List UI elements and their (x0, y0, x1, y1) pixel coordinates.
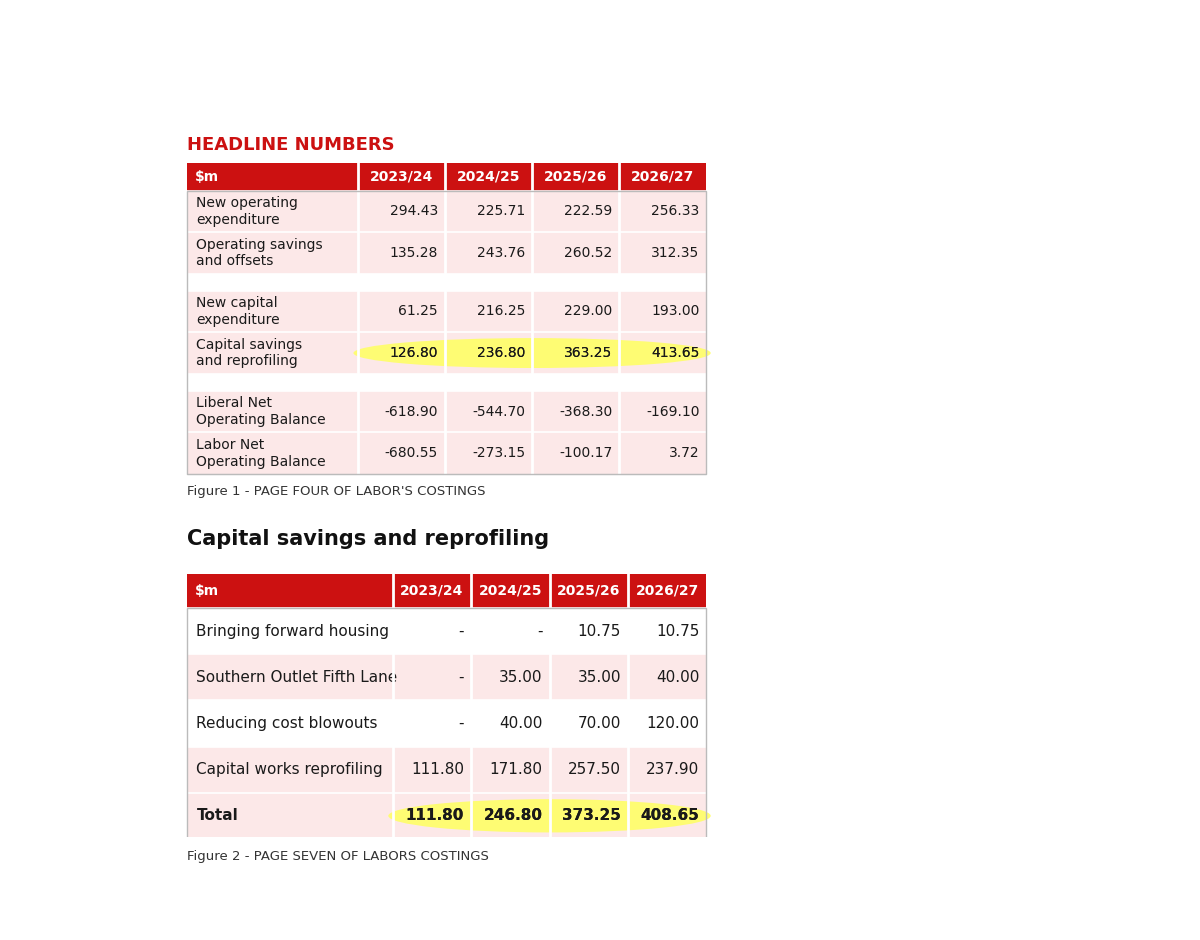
Bar (187, 290, 707, 332)
Bar (187, 191, 707, 474)
Bar (187, 191, 707, 232)
Text: 111.80: 111.80 (406, 808, 464, 823)
Text: 216.25: 216.25 (476, 305, 526, 319)
Text: -273.15: -273.15 (472, 446, 526, 461)
Text: 126.80: 126.80 (390, 346, 438, 360)
Text: 246.80: 246.80 (484, 808, 542, 823)
Text: 408.65: 408.65 (641, 808, 700, 823)
Text: 413.65: 413.65 (652, 346, 700, 360)
Text: Capital works reprofiling: Capital works reprofiling (197, 762, 383, 777)
Text: Labor Net
Operating Balance: Labor Net Operating Balance (197, 438, 326, 468)
Text: 229.00: 229.00 (564, 305, 612, 319)
Text: 111.80: 111.80 (406, 808, 464, 823)
Text: Total: Total (197, 808, 239, 823)
Text: 246.80: 246.80 (484, 808, 542, 823)
Text: 2023/24: 2023/24 (370, 170, 433, 183)
Bar (187, 746, 707, 792)
Ellipse shape (354, 338, 710, 368)
Text: HEADLINE NUMBERS: HEADLINE NUMBERS (187, 136, 395, 154)
Bar (187, 608, 707, 838)
Text: Southern Outlet Fifth Lane: Southern Outlet Fifth Lane (197, 669, 397, 684)
Text: New capital
expenditure: New capital expenditure (197, 296, 280, 327)
Bar (187, 608, 707, 654)
Text: 61.25: 61.25 (398, 305, 438, 319)
Text: 35.00: 35.00 (499, 669, 542, 684)
Text: 2026/27: 2026/27 (636, 584, 698, 598)
Text: 2025/26: 2025/26 (544, 170, 607, 183)
Text: 408.65: 408.65 (641, 808, 700, 823)
Text: 193.00: 193.00 (652, 305, 700, 319)
Bar (187, 232, 707, 274)
Text: 35.00: 35.00 (577, 669, 622, 684)
Text: 373.25: 373.25 (562, 808, 622, 823)
Text: 243.76: 243.76 (476, 246, 526, 260)
Bar (187, 654, 707, 700)
Bar (187, 332, 707, 374)
Text: -618.90: -618.90 (384, 404, 438, 418)
Text: -: - (458, 716, 464, 731)
Text: 171.80: 171.80 (490, 762, 542, 777)
Text: 363.25: 363.25 (564, 346, 612, 360)
Text: Reducing cost blowouts: Reducing cost blowouts (197, 716, 378, 731)
Text: 256.33: 256.33 (652, 204, 700, 218)
Text: 70.00: 70.00 (577, 716, 622, 731)
Text: -544.70: -544.70 (472, 404, 526, 418)
Text: $m: $m (194, 584, 220, 598)
Text: 373.25: 373.25 (562, 808, 622, 823)
Text: 236.80: 236.80 (476, 346, 526, 360)
Text: -: - (538, 623, 542, 638)
Text: Capital savings and reprofiling: Capital savings and reprofiling (187, 529, 550, 549)
Text: 236.80: 236.80 (476, 346, 526, 360)
Bar (187, 700, 707, 746)
Text: 413.65: 413.65 (652, 346, 700, 360)
Text: -368.30: -368.30 (559, 404, 612, 418)
Text: New operating
expenditure: New operating expenditure (197, 196, 299, 227)
Text: 260.52: 260.52 (564, 246, 612, 260)
Text: 126.80: 126.80 (390, 346, 438, 360)
Text: 2024/25: 2024/25 (479, 584, 542, 598)
Text: 312.35: 312.35 (652, 246, 700, 260)
Text: 2025/26: 2025/26 (557, 584, 620, 598)
Text: Liberal Net
Operating Balance: Liberal Net Operating Balance (197, 396, 326, 427)
Text: -100.17: -100.17 (559, 446, 612, 461)
Text: Capital savings
and reprofiling: Capital savings and reprofiling (197, 337, 302, 368)
Text: 10.75: 10.75 (656, 623, 700, 638)
Bar (187, 274, 707, 290)
Bar (187, 432, 707, 474)
Text: 294.43: 294.43 (390, 204, 438, 218)
Text: 222.59: 222.59 (564, 204, 612, 218)
Text: Figure 2 - PAGE SEVEN OF LABORS COSTINGS: Figure 2 - PAGE SEVEN OF LABORS COSTINGS (187, 851, 490, 864)
Bar (187, 391, 707, 432)
Text: 237.90: 237.90 (647, 762, 700, 777)
Text: 3.72: 3.72 (668, 446, 700, 461)
Text: 363.25: 363.25 (564, 346, 612, 360)
Text: -169.10: -169.10 (646, 404, 700, 418)
Text: 40.00: 40.00 (499, 716, 542, 731)
Text: 2024/25: 2024/25 (457, 170, 521, 183)
Text: -680.55: -680.55 (385, 446, 438, 461)
Ellipse shape (389, 799, 710, 833)
Text: 257.50: 257.50 (568, 762, 622, 777)
Text: 10.75: 10.75 (577, 623, 622, 638)
Text: Operating savings
and offsets: Operating savings and offsets (197, 238, 323, 268)
Bar (187, 792, 707, 838)
Text: 135.28: 135.28 (390, 246, 438, 260)
Text: 2026/27: 2026/27 (631, 170, 695, 183)
Bar (187, 574, 707, 608)
Text: 111.80: 111.80 (412, 762, 464, 777)
Bar (187, 163, 707, 191)
Bar (187, 374, 707, 391)
Text: $m: $m (194, 170, 220, 183)
Text: 2023/24: 2023/24 (400, 584, 463, 598)
Text: Bringing forward housing: Bringing forward housing (197, 623, 390, 638)
Text: 225.71: 225.71 (476, 204, 526, 218)
Text: -: - (458, 623, 464, 638)
Text: 40.00: 40.00 (656, 669, 700, 684)
Text: Figure 1 - PAGE FOUR OF LABOR'S COSTINGS: Figure 1 - PAGE FOUR OF LABOR'S COSTINGS (187, 485, 486, 498)
Text: 120.00: 120.00 (647, 716, 700, 731)
Text: -: - (458, 669, 464, 684)
